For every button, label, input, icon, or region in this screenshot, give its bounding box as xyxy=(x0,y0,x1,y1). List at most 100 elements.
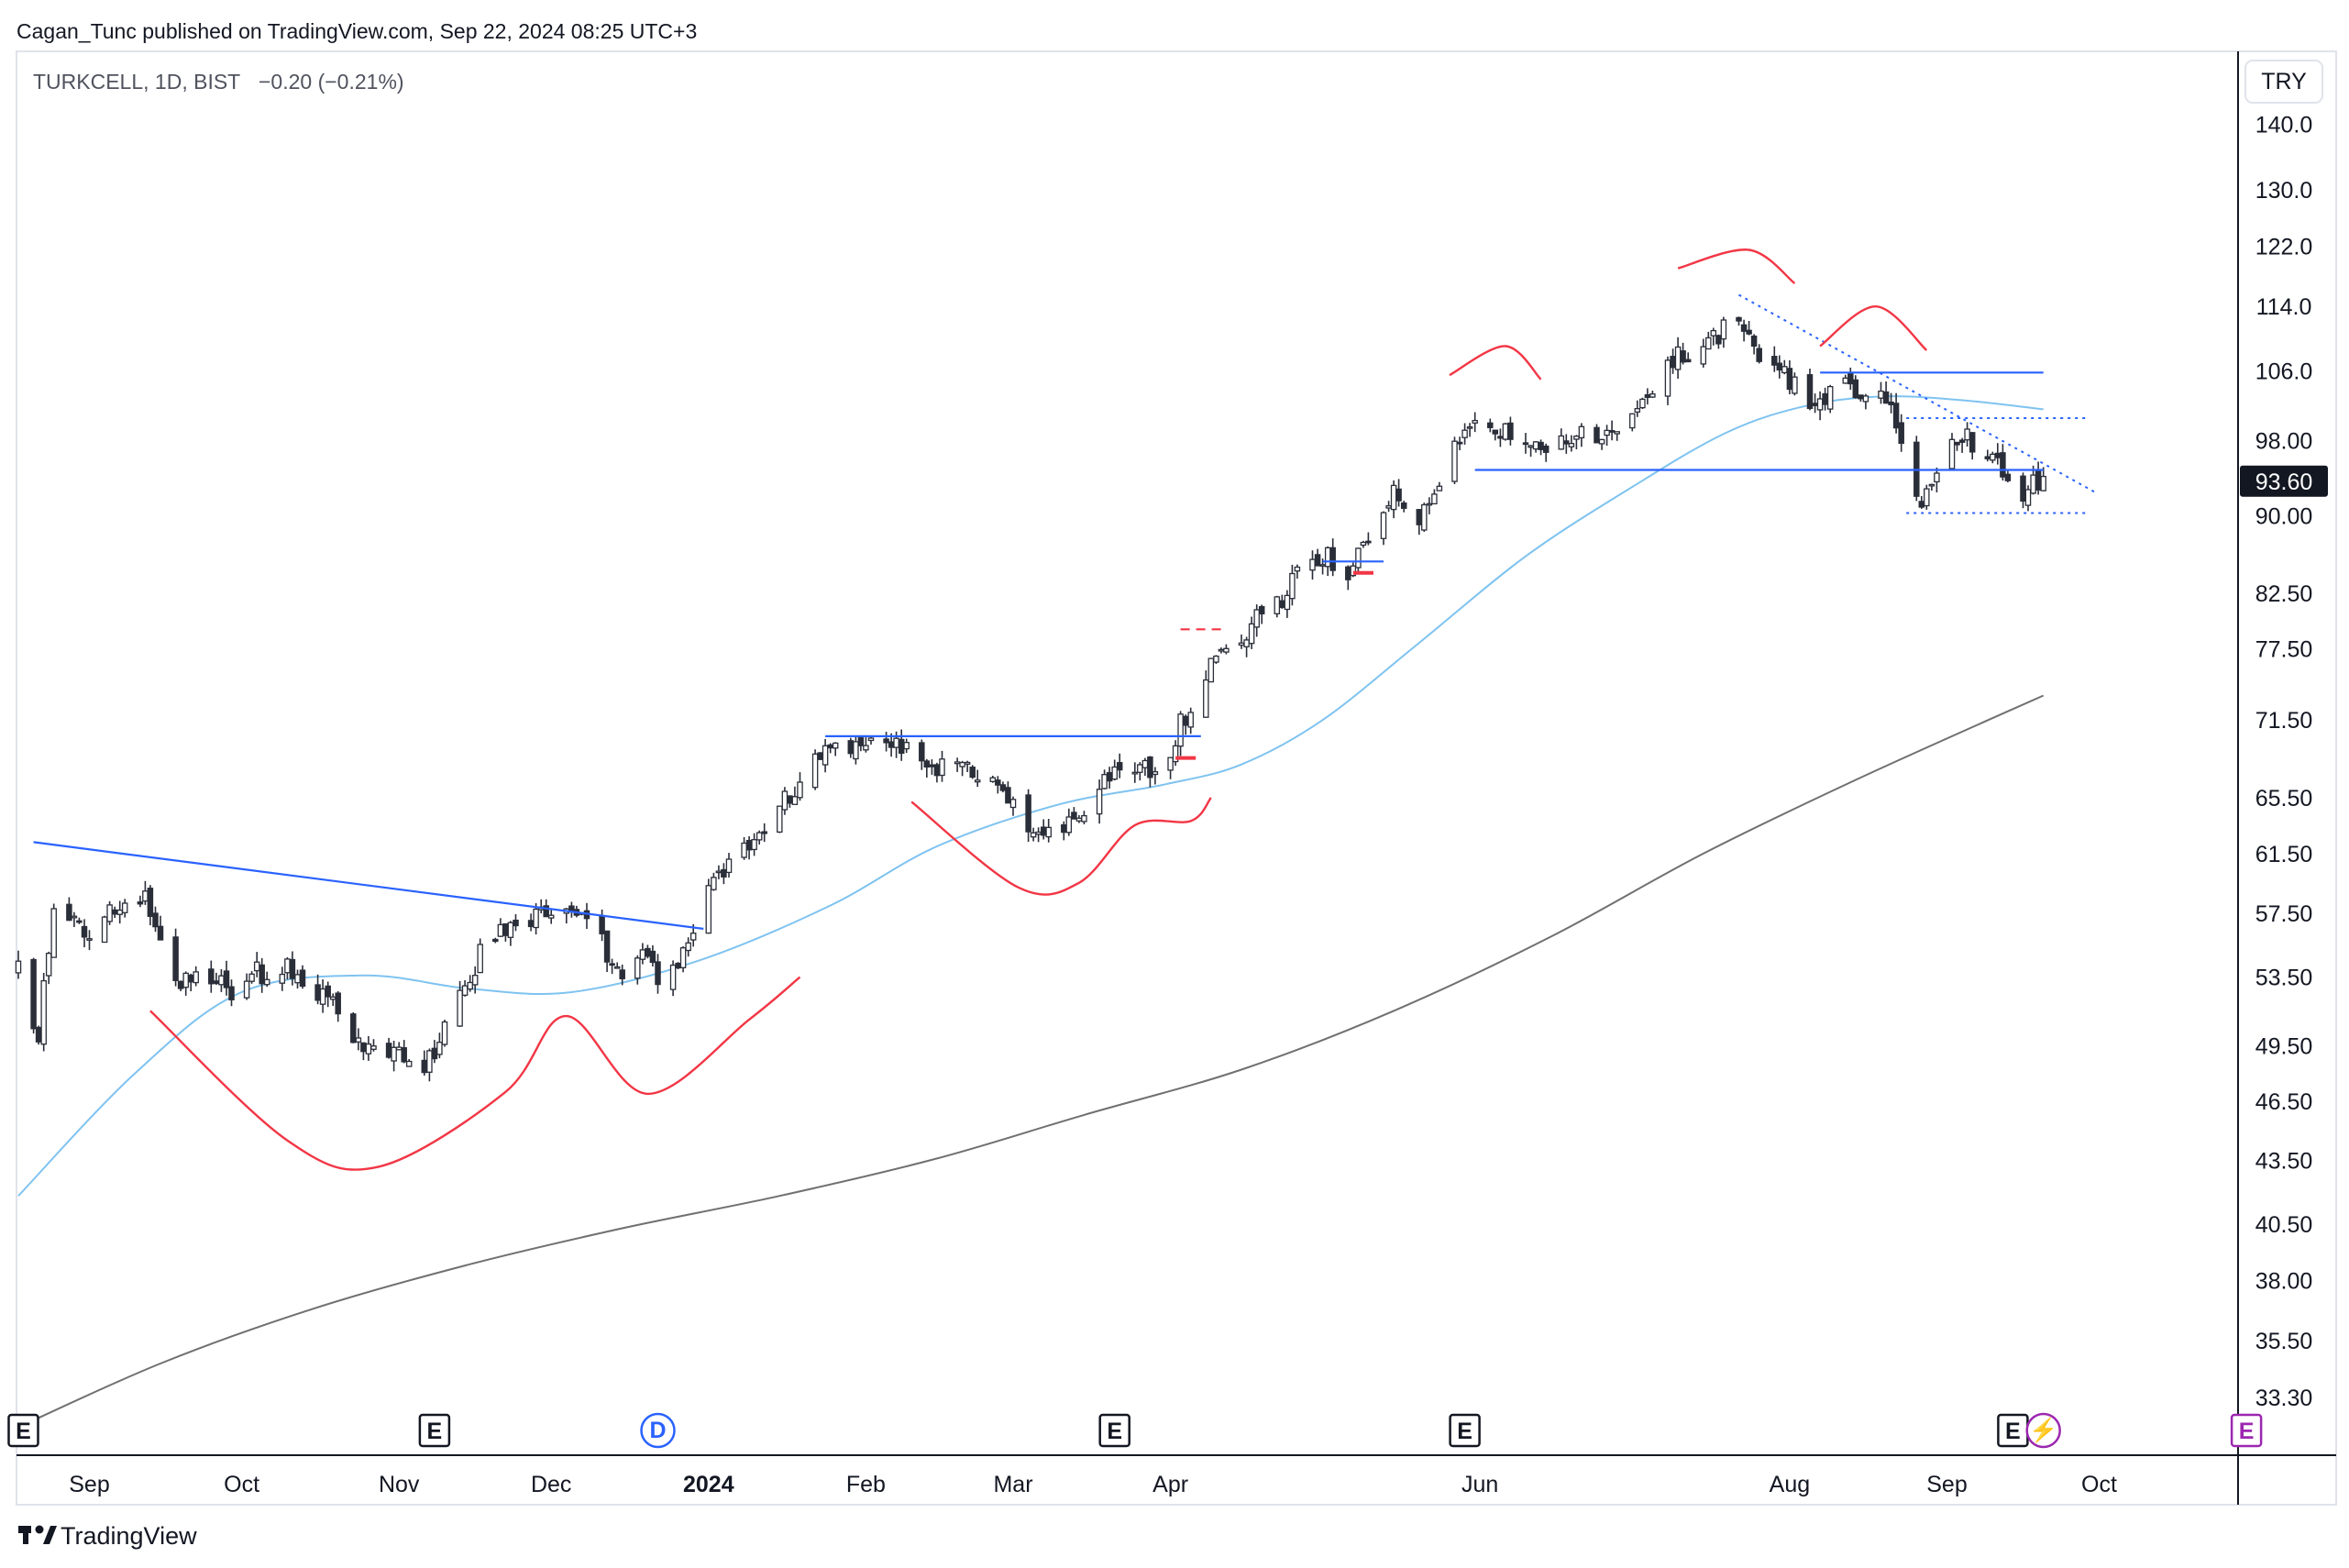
candle-body-up xyxy=(1380,512,1387,539)
price-axis[interactable]: 140.0 130.0 122.0 114.0 106.0 98.00 90.00 82.50… xyxy=(2255,113,2313,1412)
candle-body-up xyxy=(1390,484,1397,511)
candle-body-down xyxy=(857,737,865,746)
candle-body-down xyxy=(1563,440,1570,445)
candle-body-down xyxy=(1492,429,1499,435)
price-tick-label: 46.50 xyxy=(2255,1089,2313,1115)
event-marker-earnings[interactable]: E xyxy=(1449,1413,1481,1448)
candle-body-up xyxy=(811,753,819,789)
candle-body-up xyxy=(436,1042,443,1055)
candle-body-up xyxy=(634,957,641,979)
candle-body-up xyxy=(467,981,473,990)
candle-body-up xyxy=(863,745,869,751)
publish-header: Cagan_Tunc published on TradingView.com,… xyxy=(17,19,697,43)
candle-body-up xyxy=(477,944,483,974)
candle-body-up xyxy=(1218,648,1225,652)
candle-body-down xyxy=(177,980,184,989)
price-tick-label: 65.50 xyxy=(2255,786,2313,812)
currency-button[interactable]: TRY xyxy=(2244,60,2323,104)
candle-body-up xyxy=(639,949,646,960)
candle-body-up xyxy=(1826,385,1834,410)
top-arc xyxy=(1449,345,1542,381)
candle-body-up xyxy=(1527,445,1534,448)
candle-body-down xyxy=(929,764,935,767)
time-tick-label: Jun xyxy=(1461,1472,1498,1497)
candle-body-down xyxy=(969,767,976,778)
candle-body-up xyxy=(1964,428,1970,441)
candle-body-down xyxy=(187,974,194,983)
candle-body-down xyxy=(817,752,823,760)
event-marker-earnings[interactable]: E xyxy=(1997,1413,2029,1448)
candle-body-up xyxy=(1928,483,1935,487)
top-arc xyxy=(1677,248,1796,284)
candle-body-down xyxy=(888,741,895,748)
candle-body-up xyxy=(1710,329,1717,337)
event-marker-earnings[interactable]: E xyxy=(7,1413,39,1448)
candle-body-up xyxy=(1101,774,1108,790)
tradingview-logo[interactable]: TradingView xyxy=(18,1522,197,1550)
candle-body-up xyxy=(903,742,910,750)
candle-body-up xyxy=(1223,647,1230,653)
candle-body-down xyxy=(609,963,615,966)
candle-body-up xyxy=(1167,756,1174,771)
candle-body-down xyxy=(1756,348,1762,362)
candle-body-up xyxy=(1137,764,1143,773)
candle-body-down xyxy=(325,985,331,998)
candle-body-up xyxy=(1842,377,1849,384)
candle-body-up xyxy=(1924,488,1930,507)
candle-body-up xyxy=(781,790,789,811)
candle-body-down xyxy=(1847,371,1854,385)
candle-body-up xyxy=(989,777,997,782)
candle-body-up xyxy=(777,805,783,834)
event-marker-earnings[interactable]: E xyxy=(1098,1413,1130,1448)
candle-body-down xyxy=(1522,442,1529,446)
candle-body-up xyxy=(725,858,733,874)
candle-body-up xyxy=(1203,679,1209,718)
time-tick-label: Apr xyxy=(1152,1472,1188,1497)
event-marker-earnings[interactable]: E xyxy=(418,1413,451,1448)
price-tick-label: 38.00 xyxy=(2255,1268,2313,1294)
candle-body-up xyxy=(1461,429,1468,438)
candle-body-up xyxy=(1431,493,1438,505)
candle-body-down xyxy=(172,936,179,981)
candle-body-up xyxy=(457,989,463,1027)
candle-body-down xyxy=(1040,826,1047,836)
candle-body-up xyxy=(867,737,875,742)
price-tick-label: 49.50 xyxy=(2255,1034,2313,1060)
candle-body-up xyxy=(679,947,687,968)
candle-body-down xyxy=(655,961,661,986)
time-axis[interactable]: Sep Oct Nov Dec 2024 Feb Mar Apr Jun Aug Sep Oct xyxy=(69,1472,2117,1497)
candle-body-down xyxy=(1314,554,1321,567)
price-tick-label: 90.00 xyxy=(2255,504,2313,530)
candle-body-down xyxy=(1456,441,1463,445)
candle-body-up xyxy=(1009,799,1017,809)
candles-layer xyxy=(15,316,2046,1082)
symbol-legend: TURKCELL, 1D, BIST −0.20 (−0.21%) xyxy=(33,70,404,94)
candle-body-up xyxy=(1253,609,1260,628)
time-tick-label: Mar xyxy=(993,1472,1032,1497)
candle-body-down xyxy=(919,742,925,762)
candle-body-down xyxy=(761,831,767,834)
candle-body-up xyxy=(1568,443,1575,447)
candle-body-up xyxy=(1319,564,1326,567)
event-marker-dividend[interactable]: D xyxy=(640,1412,676,1449)
candle-body-up xyxy=(1472,419,1478,424)
candle-body-up xyxy=(1421,503,1428,531)
candle-body-up xyxy=(1045,826,1052,838)
candle-body-down xyxy=(2000,452,2006,478)
candle-body-down xyxy=(1400,502,1407,509)
event-marker-split[interactable]: ⚡ xyxy=(2025,1412,2061,1449)
event-marker-earnings-upcoming[interactable]: E xyxy=(2230,1413,2263,1448)
candle-body-down xyxy=(1005,787,1011,804)
candle-body-up xyxy=(1720,319,1727,340)
candle-body-down xyxy=(1345,566,1351,580)
time-tick-label: 2024 xyxy=(683,1472,734,1497)
candle-body-down xyxy=(299,969,306,988)
earnings-label: E xyxy=(2005,1419,2021,1444)
candle-body-up xyxy=(974,779,981,783)
earnings-icon xyxy=(1449,1413,1481,1448)
candle-body-up xyxy=(1141,759,1149,768)
candle-body-down xyxy=(1116,762,1123,771)
candle-body-down xyxy=(1542,445,1549,453)
candle-body-up xyxy=(263,978,270,986)
